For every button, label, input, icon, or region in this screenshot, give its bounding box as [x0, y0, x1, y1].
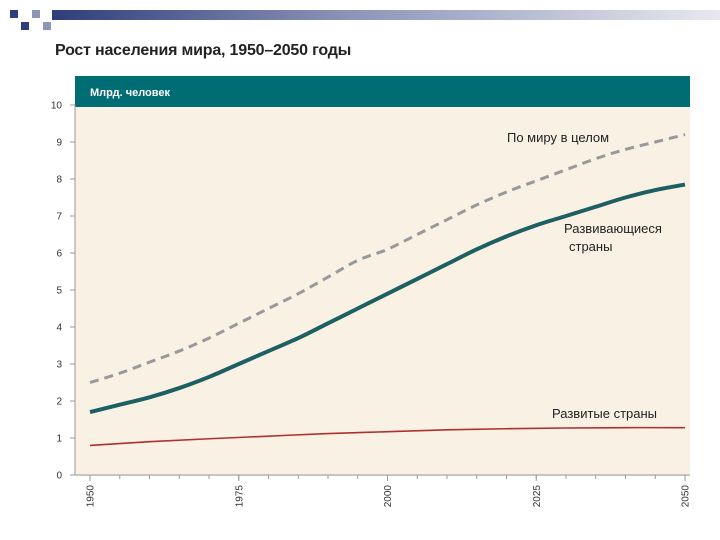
- y-tick-label: 1: [56, 434, 62, 445]
- series-developing-line: [89, 182, 686, 415]
- y-tick-label: 8: [56, 175, 62, 186]
- square-icon: [32, 10, 40, 18]
- x-tick-label: 2000: [383, 485, 394, 508]
- unit-header-bar: [75, 76, 690, 107]
- series-developed-line: [89, 426, 686, 447]
- square-icon: [10, 10, 18, 18]
- y-tick-label: 9: [56, 138, 62, 149]
- y-tick-label: 2: [56, 397, 62, 408]
- x-tick-label: 1975: [234, 485, 245, 508]
- y-tick-label: 6: [56, 249, 62, 260]
- series-layer: [89, 133, 686, 447]
- series-labels: По миру в целом Развивающиеся страны Развит…: [507, 130, 662, 421]
- series-world-line: [89, 133, 686, 384]
- square-icon: [21, 22, 29, 30]
- series-label-world: По миру в целом: [507, 130, 609, 145]
- x-axis: 1950 1975 2000 2025 2050: [75, 474, 692, 508]
- y-tick-label: 7: [56, 212, 62, 223]
- slide-title: Рост населения мира, 1950–2050 годы: [55, 42, 352, 59]
- series-label-developing: Развивающиеся страны: [564, 221, 662, 254]
- y-axis: 0 1 2 3 4 5 6 7 8 9 10: [51, 101, 76, 482]
- y-tick-label: 5: [56, 286, 62, 297]
- y-tick-label: 0: [56, 471, 62, 482]
- x-tick-label: 2050: [681, 485, 692, 508]
- plot-background: [75, 76, 690, 476]
- y-tick-label: 10: [51, 101, 63, 112]
- y-tick-label: 3: [56, 360, 62, 371]
- series-label-developed: Развитые страны: [552, 406, 657, 421]
- x-tick-label: 2025: [532, 485, 543, 508]
- header-accent-bar: [52, 10, 720, 20]
- y-tick-label: 4: [56, 323, 62, 334]
- x-tick-label: 1950: [86, 485, 97, 508]
- unit-label: Млрд. человек: [90, 87, 170, 99]
- square-icon: [43, 22, 51, 30]
